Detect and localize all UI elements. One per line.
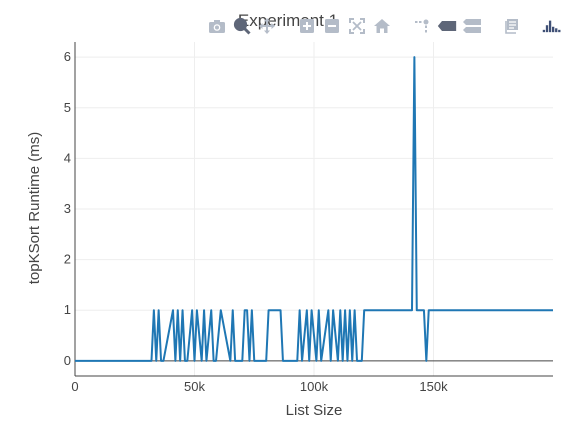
plotly-logo-icon[interactable] <box>542 16 562 36</box>
modebar <box>207 16 562 36</box>
y-tick-labels: 0 1 2 3 4 5 6 <box>64 49 71 368</box>
x-tick-label-2: 100k <box>300 379 329 394</box>
y-tick-label-1: 1 <box>64 302 71 317</box>
y-tick-label-6: 6 <box>64 49 71 64</box>
hover-compare-icon[interactable] <box>462 16 482 36</box>
x-tick-label-0: 0 <box>71 379 78 394</box>
series-line-0 <box>75 56 553 362</box>
camera-icon[interactable] <box>207 16 227 36</box>
autoscale-icon[interactable] <box>347 16 367 36</box>
home-icon[interactable] <box>372 16 392 36</box>
y-tick-label-2: 2 <box>64 252 71 267</box>
zoom-out-icon[interactable] <box>322 16 342 36</box>
x-tick-label-1: 50k <box>184 379 205 394</box>
x-tick-labels: 0 50k 100k 150k <box>71 379 448 394</box>
y-tick-label-4: 4 <box>64 150 71 165</box>
pan-icon[interactable] <box>257 16 277 36</box>
x-tick-label-3: 150k <box>419 379 448 394</box>
zoom-in-icon[interactable] <box>297 16 317 36</box>
edit-chart-icon[interactable] <box>502 16 522 36</box>
y-tick-label-3: 3 <box>64 201 71 216</box>
grid-lines <box>75 42 553 376</box>
zoom-icon[interactable] <box>232 16 252 36</box>
hover-closest-icon[interactable] <box>437 16 457 36</box>
spikelines-icon[interactable] <box>412 16 432 36</box>
series-layer <box>75 56 553 362</box>
y-tick-label-0: 0 <box>64 353 71 368</box>
y-tick-label-5: 5 <box>64 100 71 115</box>
x-axis-title: List Size <box>286 402 343 419</box>
y-axis-title: topKSort Runtime (ms) <box>26 132 43 285</box>
